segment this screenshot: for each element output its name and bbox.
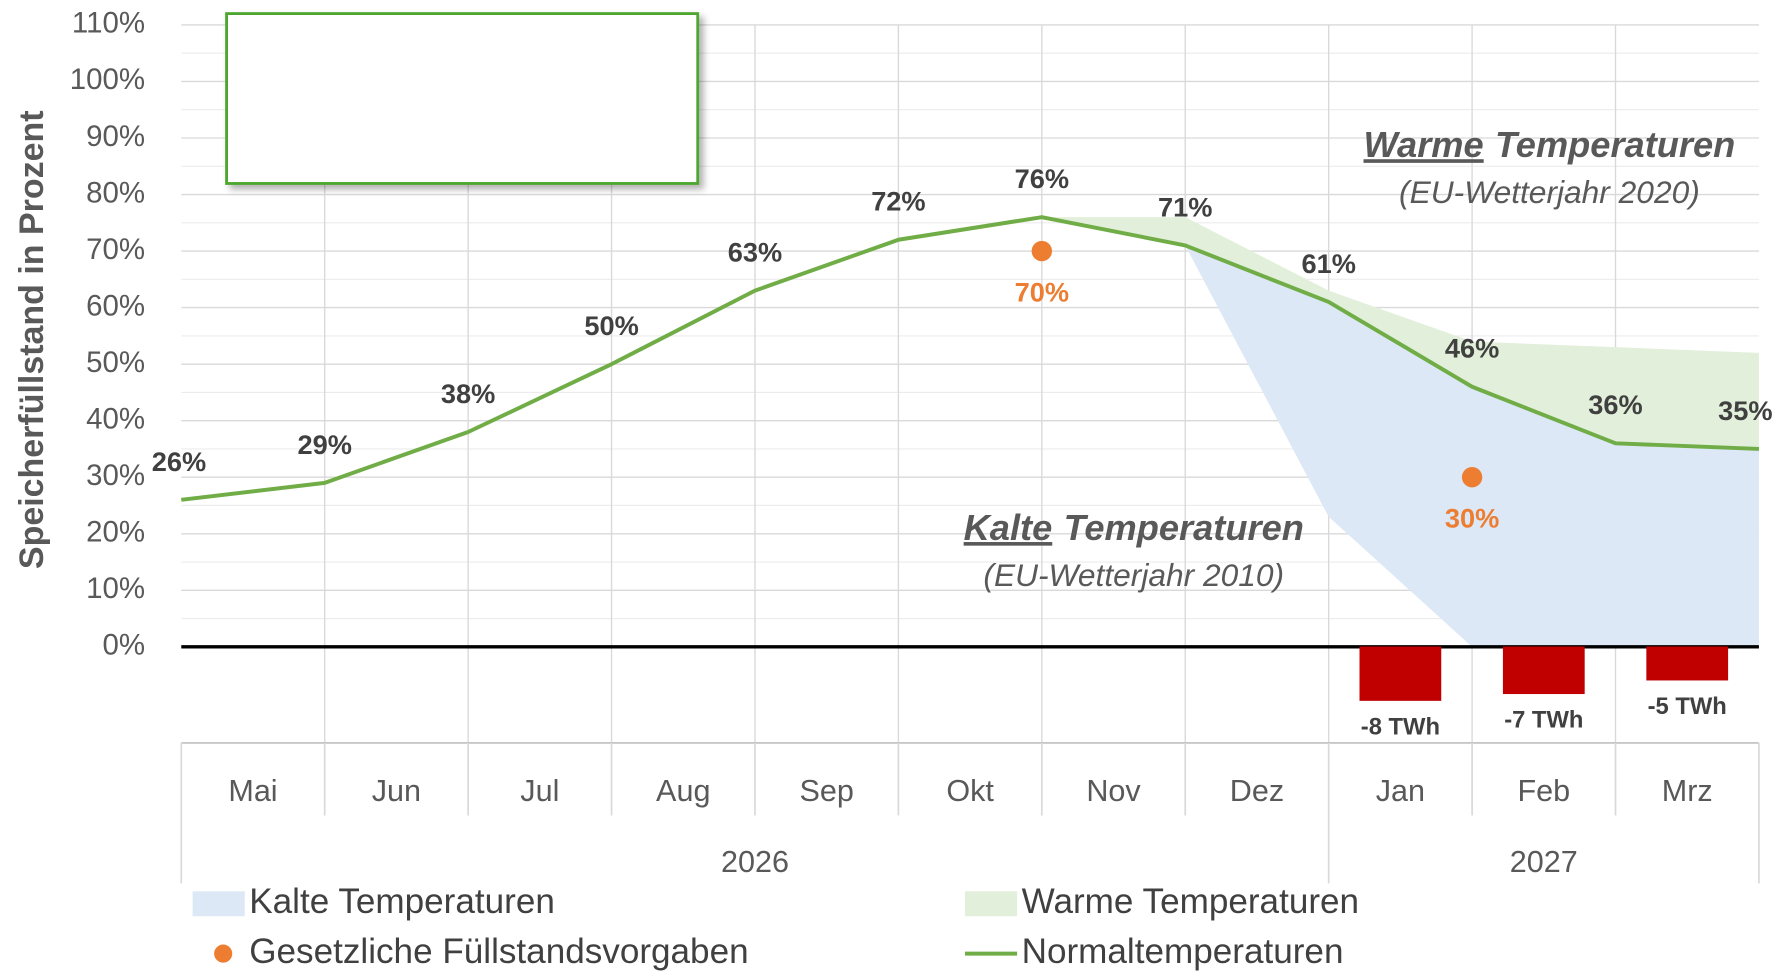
data-label: 38% bbox=[441, 378, 495, 409]
line bbox=[181, 215, 1760, 502]
data-label: 50% bbox=[584, 310, 638, 341]
range-area bbox=[1041, 217, 1759, 449]
annotation-word: Temperaturen bbox=[1495, 124, 1735, 165]
data-label: 63% bbox=[728, 237, 782, 268]
annotation-word: Kalte bbox=[964, 507, 1053, 548]
range-area bbox=[1185, 245, 1759, 647]
y-axis-label: Speicherfüllstand in Prozent bbox=[13, 110, 51, 569]
annotation-word: Warme bbox=[1364, 124, 1484, 165]
x-tick-label: Jun bbox=[372, 774, 421, 808]
annotation-note: (EU-Wetterjahr 2020) bbox=[1399, 174, 1700, 210]
x-tick-label: Nov bbox=[1086, 774, 1141, 808]
x-tick-label: Jul bbox=[520, 774, 559, 808]
x-tick-label: Dez bbox=[1230, 774, 1284, 808]
data-label: 26% bbox=[152, 446, 206, 477]
y-tick-label: 50% bbox=[86, 346, 145, 379]
data-label: 61% bbox=[1301, 248, 1355, 279]
y-tick-label: 0% bbox=[102, 629, 145, 662]
marker bbox=[1031, 240, 1053, 262]
y-tick-label: 20% bbox=[86, 516, 145, 549]
x-group-label: 2027 bbox=[1510, 845, 1578, 879]
data-label: 46% bbox=[1445, 333, 1499, 364]
bar bbox=[1502, 646, 1585, 695]
bar bbox=[1359, 646, 1442, 701]
y-tick-label: 10% bbox=[86, 572, 145, 605]
legend-label: Warme Temperaturen bbox=[1022, 882, 1359, 921]
data-label: 35% bbox=[1718, 395, 1772, 426]
y-tick-label: 90% bbox=[86, 120, 145, 153]
legend-swatch bbox=[192, 891, 245, 917]
y-tick-label: 70% bbox=[86, 233, 145, 266]
bar bbox=[1646, 646, 1729, 681]
y-tick-label: 100% bbox=[70, 63, 145, 96]
y-tick-label: 40% bbox=[86, 402, 145, 435]
data-label: 71% bbox=[1158, 191, 1212, 222]
x-tick-label: Okt bbox=[946, 774, 994, 808]
y-tick-label: 80% bbox=[86, 176, 145, 209]
marker bbox=[1461, 467, 1483, 488]
x-tick-label: Aug bbox=[656, 774, 710, 808]
x-tick-label: Mrz bbox=[1662, 774, 1713, 808]
area-layer bbox=[1041, 217, 1759, 647]
data-label: -5 TWh bbox=[1648, 693, 1727, 720]
legend-swatch bbox=[214, 944, 233, 963]
data-label: -8 TWh bbox=[1361, 713, 1440, 740]
x-tick-label: Jan bbox=[1376, 774, 1425, 808]
y-tick-label: 110% bbox=[72, 7, 145, 40]
data-label: 76% bbox=[1015, 163, 1069, 194]
background-layer bbox=[180, 24, 1760, 884]
x-tick-label: Sep bbox=[799, 774, 853, 808]
legend-label: Kalte Temperaturen bbox=[249, 882, 555, 921]
data-label: -7 TWh bbox=[1504, 707, 1583, 734]
annotation-box bbox=[225, 12, 700, 185]
data-label: 29% bbox=[298, 429, 352, 460]
data-label: 72% bbox=[871, 186, 925, 217]
data-label: 36% bbox=[1588, 389, 1642, 420]
y-tick-label: 30% bbox=[86, 459, 145, 492]
annotation-word: Temperaturen bbox=[1064, 507, 1304, 548]
legend-swatch bbox=[965, 891, 1018, 917]
legend-label: Normaltemperaturen bbox=[1022, 932, 1344, 971]
annotation-title: Kalte Temperaturen bbox=[964, 507, 1304, 548]
annotation-title: Warme Temperaturen bbox=[1364, 124, 1736, 165]
x-group-label: 2026 bbox=[721, 845, 789, 879]
legend-label: Gesetzliche Füllstandsvorgaben bbox=[249, 932, 748, 971]
annotation-note: (EU-Wetterjahr 2010) bbox=[983, 557, 1284, 593]
data-label: 70% bbox=[1015, 276, 1069, 307]
x-tick-label: Mai bbox=[228, 774, 277, 808]
x-tick-label: Feb bbox=[1517, 774, 1570, 808]
data-label: 30% bbox=[1445, 502, 1499, 533]
y-tick-label: 60% bbox=[86, 289, 145, 322]
